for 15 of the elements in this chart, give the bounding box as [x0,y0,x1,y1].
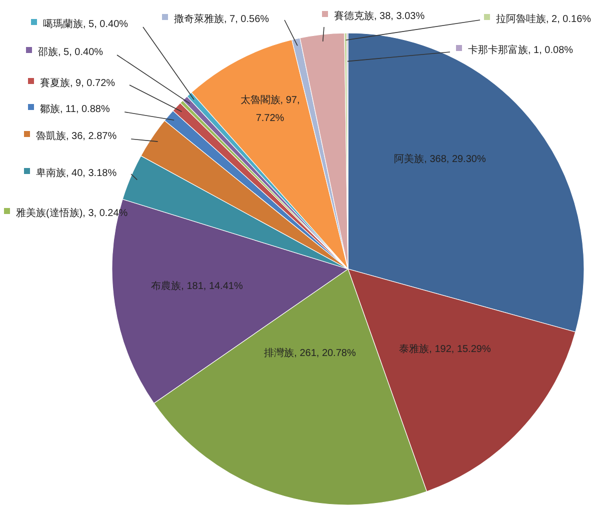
legend-label: 噶瑪蘭族, 5, 0.40% [43,18,128,30]
slice-label: 排灣族, 261, 20.78% [264,347,356,359]
slice-label: 布農族, 181, 14.41% [151,280,243,292]
legend-label: 卑南族, 40, 3.18% [36,167,117,179]
legend-label: 卡那卡那富族, 1, 0.08% [468,44,574,56]
legend-label: 撒奇萊雅族, 7, 0.56% [174,13,270,25]
legend-label: 賽德克族, 38, 3.03% [334,10,425,22]
legend-label: 邵族, 5, 0.40% [38,46,104,58]
slice-label: 太魯閣族, 97, 7.72% [240,94,300,124]
legend-label: 拉阿魯哇族, 2, 0.16% [496,13,592,25]
slice-label: 泰雅族, 192, 15.29% [399,343,491,355]
legend-label: 鄒族, 11, 0.88% [40,103,110,115]
slice-label: 阿美族, 368, 29.30% [394,153,486,165]
legend-label: 賽夏族, 9, 0.72% [40,77,116,89]
legend-label: 魯凱族, 36, 2.87% [36,130,117,142]
